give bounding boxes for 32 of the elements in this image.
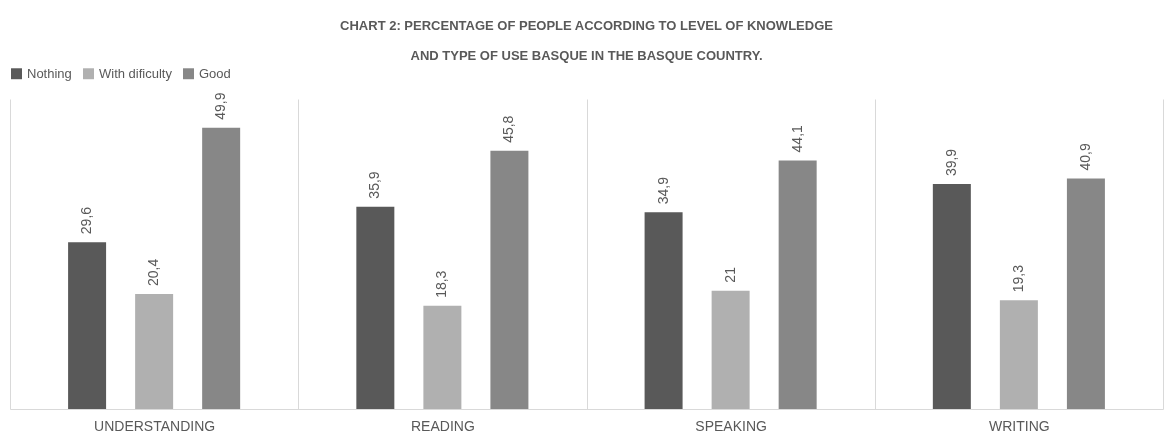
- legend-label: Good: [199, 65, 231, 81]
- bar: [423, 305, 462, 409]
- data-label: 21: [721, 266, 738, 283]
- legend-label: With dificulty: [99, 65, 173, 81]
- data-label: 40,9: [1076, 143, 1093, 171]
- data-label: 45,8: [500, 115, 517, 143]
- x-tick-label: WRITING: [989, 417, 1050, 434]
- bar: [356, 206, 395, 409]
- data-label: 29,6: [78, 206, 95, 235]
- data-label: 19,3: [1009, 264, 1026, 293]
- bar: [202, 127, 241, 409]
- bar: [644, 212, 683, 409]
- chart-title: CHART 2: PERCENTAGE OF PEOPLE ACCORDING TO LEVEL OF KNOWLEDGE AND TYPE OF USE BASQUE IN THE BASQUE COUNTRY.: [340, 18, 834, 63]
- data-label: 35,9: [366, 171, 383, 199]
- x-tick-label: UNDERSTANDING: [94, 417, 216, 434]
- data-label: 44,1: [788, 124, 805, 153]
- x-tick-label: READING: [410, 417, 475, 434]
- bar: [68, 242, 107, 409]
- data-label: 49,9: [212, 92, 229, 120]
- data-label: 34,9: [654, 176, 671, 205]
- data-label: 20,4: [145, 258, 162, 287]
- bar: [778, 160, 817, 409]
- x-tick-label: SPEAKING: [695, 417, 767, 434]
- bar: [999, 300, 1038, 409]
- data-label: 18,3: [433, 270, 450, 298]
- bar: [711, 290, 750, 409]
- bar: [932, 184, 971, 409]
- bar: [135, 294, 174, 409]
- legend-label: Nothing: [27, 65, 72, 81]
- data-label: 39,9: [942, 148, 959, 177]
- bar: [1066, 178, 1105, 409]
- bar: [490, 150, 529, 409]
